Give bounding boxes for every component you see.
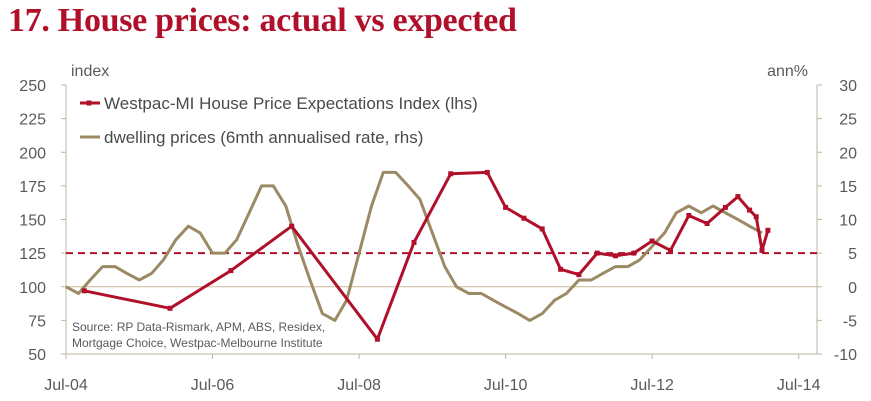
- left-tick-label: 225: [19, 112, 46, 129]
- left-tick-label: 75: [28, 313, 46, 330]
- data-point: [576, 272, 582, 278]
- right-axis-unit: ann%: [767, 63, 808, 80]
- legend-label-dwelling: dwelling prices (6mth annualised rate, r…: [104, 128, 423, 147]
- x-tick-label: Jul-08: [337, 377, 381, 394]
- legend-label-expectations: Westpac-MI House Price Expectations Inde…: [104, 94, 478, 113]
- source-note-line-1: Source: RP Data-Rismark, APM, ABS, Resid…: [72, 320, 325, 334]
- x-tick-label: Jul-10: [484, 377, 528, 394]
- data-point: [765, 227, 771, 233]
- data-point: [484, 169, 490, 175]
- data-point: [668, 247, 673, 253]
- data-point: [631, 250, 637, 256]
- series-layer: [65, 169, 771, 342]
- reference-lines: [66, 252, 817, 288]
- x-tick-label: Jul-04: [44, 377, 88, 394]
- data-point: [81, 288, 87, 294]
- data-point: [558, 266, 564, 272]
- source-note-line-2: Mortgage Choice, Westpac-Melbourne Insti…: [72, 336, 323, 350]
- left-tick-label: 150: [19, 213, 46, 230]
- left-tick-label: 175: [19, 179, 46, 196]
- series-line-dwelling: [65, 170, 763, 322]
- axis-ticks: 50 75 100 125 150 175 200 225 250 -10 -5 0 5 10 15 20 25…: [19, 78, 857, 394]
- data-point: [503, 204, 509, 210]
- data-point: [539, 226, 545, 232]
- right-tick-label: -5: [843, 313, 857, 330]
- left-tick-label: 250: [19, 78, 46, 95]
- right-tick-label: 30: [839, 78, 857, 95]
- data-point: [747, 207, 753, 213]
- data-point: [228, 268, 234, 274]
- chart-title: 17. House prices: actual vs expected: [8, 2, 517, 39]
- x-tick-label: Jul-06: [191, 377, 235, 394]
- right-tick-label: 25: [839, 112, 857, 129]
- plot-frame: [65, 85, 818, 355]
- left-tick-label: 200: [19, 145, 46, 162]
- data-point: [753, 214, 759, 220]
- legend-marker-expectations: [86, 100, 92, 106]
- data-point: [735, 194, 741, 200]
- right-tick-label: 10: [839, 213, 857, 230]
- data-point: [613, 253, 618, 259]
- right-tick-label: -10: [834, 347, 857, 364]
- data-point: [704, 221, 710, 226]
- x-tick-label: Jul-14: [777, 377, 821, 394]
- data-point: [722, 204, 728, 210]
- data-point: [167, 305, 173, 311]
- data-point: [686, 213, 692, 218]
- left-axis-unit: index: [71, 63, 109, 80]
- right-tick-label: 20: [839, 145, 857, 162]
- right-tick-label: 0: [848, 280, 857, 297]
- left-tick-label: 100: [19, 280, 46, 297]
- data-point: [649, 238, 655, 244]
- data-point: [411, 239, 417, 245]
- left-tick-label: 50: [28, 347, 46, 364]
- data-point: [594, 250, 600, 256]
- data-point: [374, 336, 380, 342]
- data-point: [521, 215, 527, 221]
- x-tick-label: Jul-12: [630, 377, 674, 394]
- data-point: [759, 247, 765, 253]
- data-point: [448, 171, 454, 177]
- data-point: [289, 223, 295, 229]
- right-tick-label: 5: [848, 246, 857, 263]
- left-tick-label: 125: [19, 246, 46, 263]
- right-tick-label: 15: [839, 179, 857, 196]
- legend: Westpac-MI House Price Expectations Inde…: [80, 94, 478, 147]
- series-line-expectations: [83, 170, 770, 341]
